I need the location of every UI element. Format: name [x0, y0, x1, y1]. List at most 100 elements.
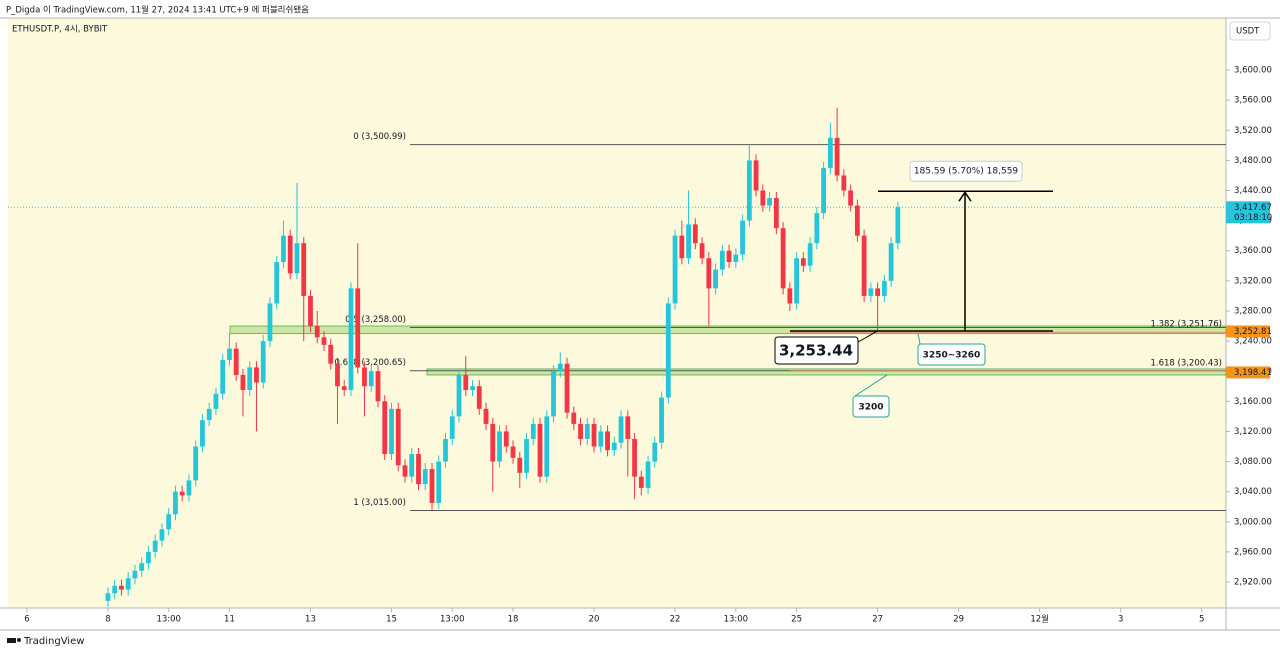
candle-body [861, 235, 867, 296]
y-tick-label: 3,520.00 [1234, 126, 1272, 136]
y-tick-label: 3,120.00 [1234, 427, 1272, 437]
candle-body [868, 288, 874, 296]
price-tag-label: 3,417.67 [1234, 203, 1272, 213]
candle-body [193, 446, 199, 481]
candle-body [166, 514, 172, 530]
candle-body [422, 469, 428, 485]
y-tick-label: 3,480.00 [1234, 156, 1272, 166]
candle-body [260, 341, 266, 383]
candle-body [287, 235, 293, 274]
footer: TradingView [23, 636, 84, 647]
candle-body [362, 367, 367, 387]
x-tick-label: 12월 [1030, 614, 1049, 625]
candle-body [510, 446, 516, 458]
x-tick-label: 25 [791, 615, 802, 625]
y-tick-label: 3,280.00 [1234, 306, 1272, 316]
candle-body [402, 465, 408, 477]
measure-label: 185.59 (5.70%) 18,559 [914, 167, 1019, 177]
candle-body [119, 585, 124, 590]
candle-body [213, 393, 219, 409]
candle-body [274, 262, 280, 304]
callout-leader [857, 330, 878, 343]
candle-body [112, 585, 118, 594]
y-tick-label: 3,600.00 [1234, 66, 1272, 76]
candle-body [659, 397, 664, 443]
candle-body [645, 461, 651, 488]
candle-body [395, 408, 401, 466]
candle-body [733, 254, 739, 263]
x-tick-label: 13:00 [156, 615, 181, 625]
x-tick-label: 29 [953, 615, 964, 625]
fib-ext-label: 1.382 (3,251.76) [1150, 320, 1222, 330]
candle-body [139, 563, 145, 571]
candle-body [591, 423, 597, 447]
x-tick-label: 5 [1199, 615, 1204, 625]
tv-logo [7, 638, 21, 643]
unit-box [1229, 21, 1271, 41]
candle-body [834, 137, 840, 176]
candle-body [382, 401, 388, 455]
candle-body [341, 386, 347, 391]
candle-body [544, 416, 550, 477]
arrow-head [958, 190, 972, 202]
candle-body [652, 442, 658, 462]
candle-body [800, 258, 806, 266]
x-tick-label: 8 [105, 615, 110, 625]
zone-callout-box [917, 343, 986, 366]
candle-body [227, 348, 232, 360]
candle-body [294, 243, 300, 274]
candle-body [726, 250, 732, 263]
candle-body [490, 423, 496, 462]
candle-body [740, 220, 745, 255]
y-tick-label: 3,560.00 [1234, 96, 1272, 106]
x-tick-label: 6 [24, 615, 29, 625]
y-tick-label: 3,160.00 [1234, 397, 1272, 407]
candle-body [132, 570, 138, 579]
candle-body [638, 476, 644, 488]
x-tick-label: 11 [224, 615, 235, 625]
candle-body [571, 412, 577, 424]
candle-body [760, 190, 766, 206]
y-tick-label: 3,320.00 [1234, 276, 1272, 286]
x-tick-label: 15 [386, 615, 397, 625]
candle-body [443, 438, 448, 462]
candle-body [105, 593, 111, 601]
candle-body [301, 243, 307, 296]
plot-area [8, 18, 1226, 608]
candle-body [692, 224, 698, 244]
fib-label: 0.5 (3,258.00) [345, 315, 406, 325]
candle-body [672, 235, 678, 304]
candle-body [348, 288, 354, 391]
fib-label: 1 (3,015.00) [353, 498, 406, 508]
candle-body [719, 250, 725, 270]
candle-body [429, 469, 435, 503]
fib-ext-label: 1.618 (3,200.43) [1150, 358, 1222, 368]
zone-leader [917, 333, 921, 345]
x-tick-label: 13:00 [724, 615, 749, 625]
candle-body [456, 374, 462, 417]
candle-body [530, 423, 536, 439]
candle-body [605, 431, 610, 451]
candle-body [686, 224, 691, 259]
x-tick-label: 13:00 [440, 615, 465, 625]
candle-body [186, 480, 192, 496]
y-tick-label: 2,960.00 [1234, 547, 1272, 557]
candle-body [321, 337, 327, 345]
candle-body [436, 461, 442, 503]
candle-body [625, 416, 631, 439]
publisher: P_Digda 이 TradingView.com, 11월 27, 2024 … [6, 5, 309, 16]
fib-label: 0.618 (3,200.65) [334, 358, 406, 368]
x-tick-label: 13 [305, 615, 316, 625]
candle-body [125, 578, 131, 590]
candle-body [854, 205, 860, 236]
zone-callout-box [852, 395, 890, 418]
candle-body [247, 367, 253, 391]
candle-body [206, 408, 212, 421]
candle-body [389, 408, 394, 455]
candle-body [706, 258, 712, 289]
candle-body [827, 137, 833, 168]
y-tick-label: 3,040.00 [1234, 487, 1272, 497]
candle-body [746, 160, 752, 221]
